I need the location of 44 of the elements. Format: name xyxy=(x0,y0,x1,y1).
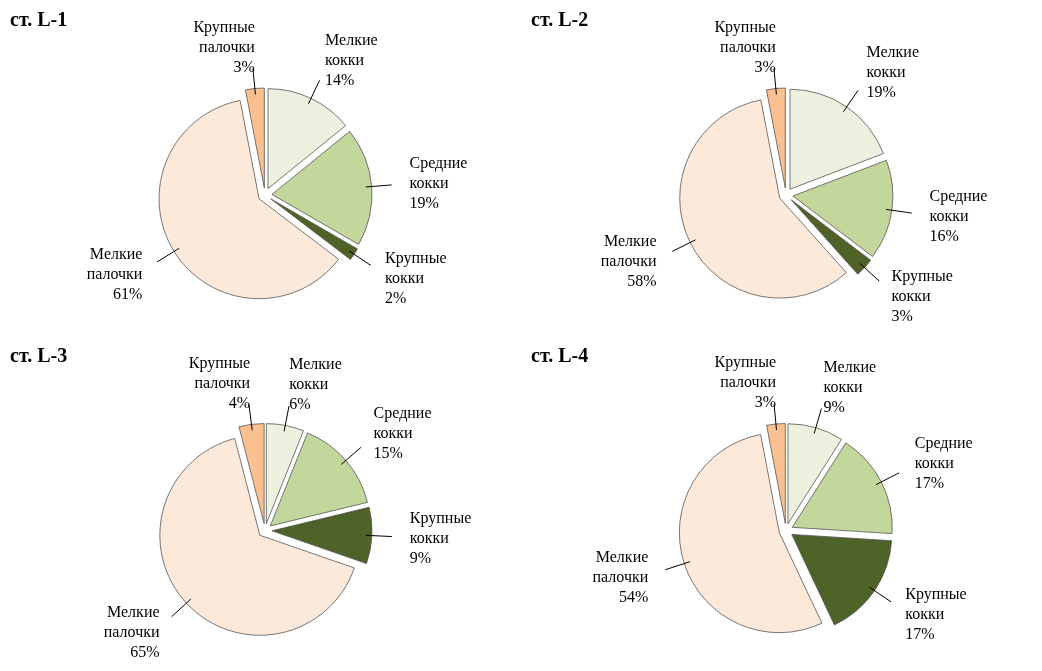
data-label: 4% xyxy=(228,393,251,411)
chart-title: ст. L-3 xyxy=(10,343,68,366)
slice-label: Крупные палочки xyxy=(193,17,256,55)
slice-label: Мелкие кокки xyxy=(289,355,342,393)
chart-title: ст. L-2 xyxy=(531,8,589,30)
data-label: 14% xyxy=(325,71,355,89)
data-label: 2% xyxy=(385,288,407,306)
slice-label: Средние кокки xyxy=(409,154,468,192)
slice-label: Крупные палочки xyxy=(188,353,251,391)
chart-title: ст. L-4 xyxy=(531,343,589,366)
data-label: 3% xyxy=(754,393,776,411)
slice-label: Крупные кокки xyxy=(891,267,953,305)
slice-label: Мелкие палочки xyxy=(600,232,657,270)
slice-label: Крупные кокки xyxy=(409,508,472,546)
slice-label: Крупные палочки xyxy=(714,353,777,391)
slice-label: Крупные кокки xyxy=(385,248,447,286)
data-label: 58% xyxy=(627,272,657,290)
slice-label: Крупные палочки xyxy=(714,17,777,55)
data-label: 9% xyxy=(409,548,432,566)
data-label: 65% xyxy=(130,642,160,660)
data-label: 61% xyxy=(113,284,143,302)
data-label: 17% xyxy=(914,473,945,491)
slice-label: Мелкие палочки xyxy=(103,602,160,640)
slice-label: Средние кокки xyxy=(914,433,973,471)
chart-title: ст. L-1 xyxy=(10,8,68,30)
slice-label: Мелкие палочки xyxy=(86,244,143,282)
data-label: 15% xyxy=(373,443,403,461)
data-label: 6% xyxy=(289,395,311,413)
data-label: 3% xyxy=(754,57,776,75)
slice-label: Мелкие кокки xyxy=(866,43,920,81)
data-label: 3% xyxy=(891,307,913,325)
slice-label: Мелкие кокки xyxy=(325,31,378,69)
data-label: 19% xyxy=(866,83,896,101)
data-label: 3% xyxy=(233,57,255,75)
slice-label: Средние кокки xyxy=(929,187,988,225)
data-label: 19% xyxy=(409,194,439,212)
data-label: 17% xyxy=(905,625,935,643)
data-label: 9% xyxy=(823,398,845,416)
data-label: 54% xyxy=(618,587,649,605)
slice-label: Мелкие палочки xyxy=(592,547,649,585)
slice-label: Средние кокки xyxy=(373,403,432,441)
slice-label: Крупные кокки xyxy=(905,585,967,623)
data-label: 16% xyxy=(929,227,959,245)
slice-label: Мелкие кокки xyxy=(823,358,877,396)
